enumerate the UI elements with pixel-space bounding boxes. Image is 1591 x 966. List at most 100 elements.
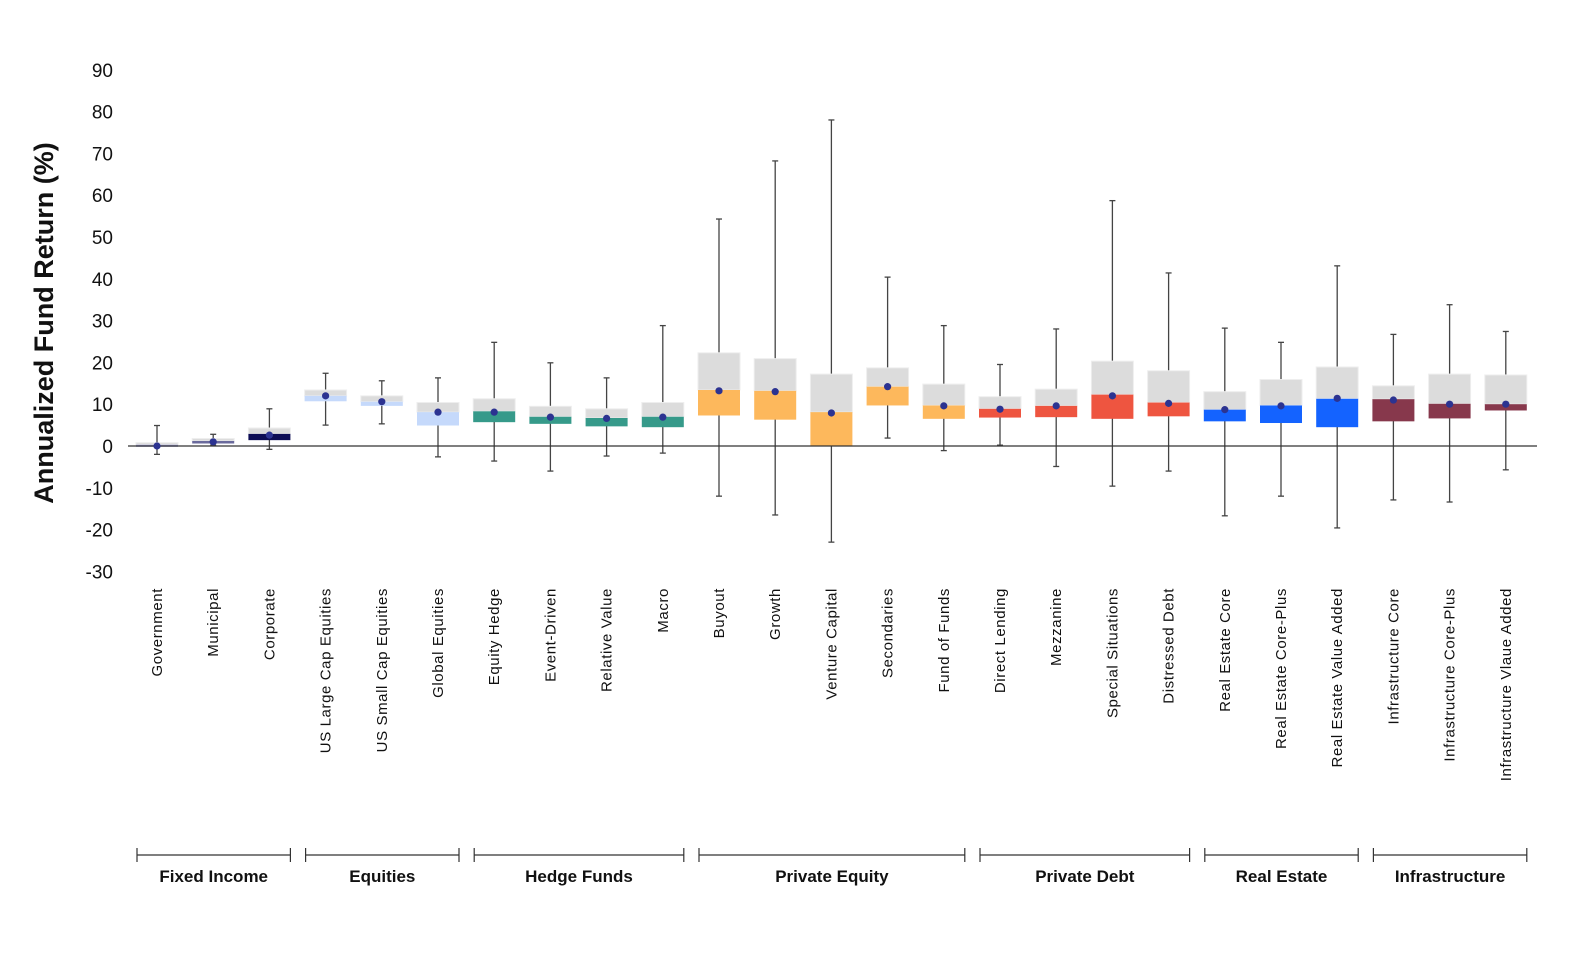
- x-tick-label: Municipal: [205, 588, 222, 657]
- mean-marker: [1277, 402, 1285, 410]
- box-corporate: [247, 408, 291, 450]
- mean-marker: [884, 383, 892, 391]
- group-label: Private Equity: [775, 867, 889, 886]
- box-lower: [585, 417, 628, 427]
- y-tick-label: 60: [92, 186, 113, 207]
- group-label: Real Estate: [1236, 867, 1328, 886]
- mean-marker: [1502, 400, 1510, 408]
- x-tick-label: Distressed Debt: [1161, 588, 1178, 704]
- box-growth: [753, 160, 797, 516]
- mean-marker: [265, 431, 273, 439]
- y-tick-label: -20: [86, 521, 113, 542]
- x-tick-label: US Small Cap Equities: [374, 588, 391, 752]
- box-lower: [473, 411, 516, 423]
- box-buyout: [697, 218, 741, 497]
- box-infrastructure-core: [1371, 333, 1415, 501]
- y-tick-label: 50: [92, 228, 113, 249]
- x-tick-label: Special Situations: [1104, 588, 1121, 718]
- x-tick-label: Infrastructure Core-Plus: [1442, 588, 1459, 762]
- group-private-equity: Private Equity: [698, 848, 966, 886]
- x-tick-label: Growth: [767, 588, 784, 640]
- box-lower: [810, 412, 853, 446]
- box-government: [135, 424, 179, 456]
- x-tick-label: Macro: [655, 588, 672, 633]
- mean-marker: [1165, 399, 1173, 407]
- y-tick-label: 10: [92, 395, 113, 416]
- box-secondaries: [866, 276, 910, 439]
- box-lower: [1316, 398, 1359, 428]
- x-tick-label: Equity Hedge: [486, 588, 503, 685]
- mean-marker: [1446, 400, 1454, 408]
- y-tick-label: 0: [102, 437, 113, 458]
- box-direct-lending: [978, 363, 1022, 446]
- box-lower: [417, 412, 459, 426]
- mean-marker: [827, 409, 836, 417]
- mean-marker: [378, 398, 386, 406]
- x-tick-label: Government: [149, 588, 166, 677]
- group-fixed-income: Fixed Income: [136, 848, 291, 886]
- box-upper: [809, 373, 853, 413]
- mean-marker: [490, 408, 498, 416]
- box-upper: [1090, 360, 1134, 396]
- group-brackets: Fixed Income Equities Hedge Funds Private E…: [136, 848, 1528, 886]
- y-tick-label: -30: [86, 562, 113, 583]
- y-tick-label: 90: [92, 61, 113, 82]
- x-tick-label: Fund of Funds: [936, 588, 953, 693]
- box-fund-of-funds: [922, 324, 966, 452]
- box-upper: [753, 358, 797, 392]
- mean-marker: [940, 402, 948, 410]
- group-label: Fixed Income: [159, 867, 268, 886]
- x-tick-label: US Large Cap Equities: [318, 588, 335, 753]
- box-lower: [1147, 402, 1190, 417]
- box-upper: [697, 352, 741, 391]
- boxes: [135, 119, 1528, 543]
- group-real-estate: Real Estate: [1204, 848, 1359, 886]
- box-lower: [1372, 399, 1415, 422]
- box-lower: [1203, 409, 1246, 422]
- x-tick-label: Infrastructure Vlaue Added: [1498, 588, 1515, 781]
- y-tick-label: 80: [92, 103, 113, 124]
- x-tick-label: Mezzanine: [1048, 588, 1065, 666]
- x-tick-label: Real Estate Core-Plus: [1273, 588, 1290, 749]
- box-real-estate-core-plus: [1259, 341, 1303, 497]
- group-hedge-funds: Hedge Funds: [473, 848, 685, 886]
- box-venture-capital: [809, 119, 853, 543]
- y-tick-label: 70: [92, 144, 113, 165]
- box-lower: [866, 386, 909, 406]
- x-tick-label: Relative Value: [599, 588, 616, 692]
- mean-marker: [1052, 402, 1060, 410]
- box-real-estate-value-added: [1315, 265, 1359, 529]
- group-label: Hedge Funds: [525, 867, 633, 886]
- box-special-situations: [1090, 199, 1134, 487]
- x-tick-label: Corporate: [261, 588, 278, 660]
- box-global-equities: [416, 377, 460, 458]
- group-equities: Equities: [305, 848, 460, 886]
- group-label: Infrastructure: [1395, 867, 1506, 886]
- mean-marker: [1108, 392, 1116, 400]
- mean-marker: [771, 388, 779, 396]
- box-real-estate-core: [1203, 327, 1247, 517]
- group-label: Private Debt: [1035, 867, 1135, 886]
- mean-markers: [153, 383, 1510, 450]
- x-tick-label: Infrastructure Core: [1385, 588, 1402, 724]
- x-tick-label: Secondaries: [880, 588, 897, 678]
- mean-marker: [996, 405, 1004, 413]
- mean-marker: [209, 438, 217, 446]
- x-tick-label: Real Estate Value Added: [1329, 588, 1346, 767]
- group-private-debt: Private Debt: [979, 848, 1191, 886]
- box-lower: [1035, 405, 1078, 418]
- mean-marker: [1221, 406, 1229, 414]
- group-label: Equities: [349, 867, 415, 886]
- mean-marker: [659, 413, 667, 421]
- mean-marker: [322, 392, 330, 400]
- y-tick-label: -10: [86, 479, 113, 500]
- x-axis-labels: Government Municipal Corporate US Large Cap…: [149, 588, 1515, 781]
- box-equity-hedge: [472, 341, 516, 462]
- box-upper: [1428, 373, 1472, 405]
- mean-marker: [603, 414, 611, 423]
- mean-marker: [434, 408, 442, 416]
- mean-marker: [546, 413, 555, 421]
- x-tick-label: Venture Capital: [823, 588, 840, 700]
- box-lower: [922, 405, 965, 419]
